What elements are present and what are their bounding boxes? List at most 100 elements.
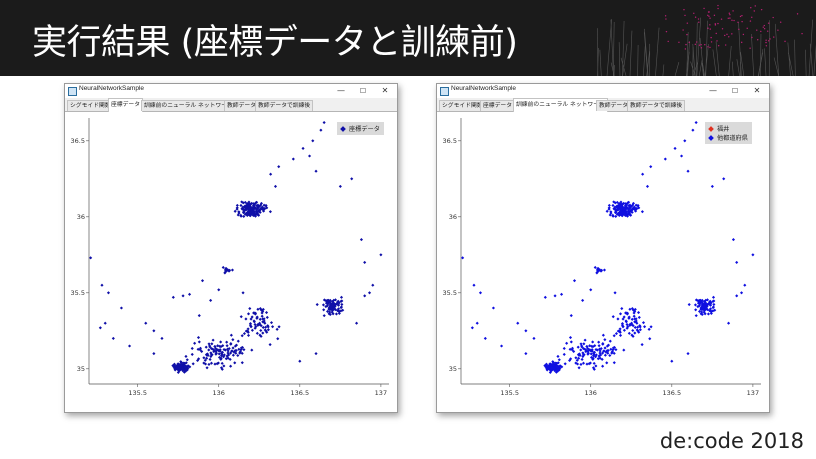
data-point: [363, 294, 367, 298]
data-point: [190, 352, 194, 356]
data-point: [663, 157, 667, 161]
data-point: [563, 362, 567, 366]
maximize-button[interactable]: ☐: [731, 87, 739, 95]
data-point: [604, 350, 608, 354]
scatter-chart: 135.5 136 136.5 137 35 35.5 36 36.5: [443, 118, 761, 397]
data-point: [160, 336, 164, 340]
data-point: [223, 268, 227, 272]
data-point: [614, 332, 618, 336]
y-tick-label: 36.5: [443, 137, 457, 145]
data-point: [574, 356, 578, 360]
data-point: [683, 139, 687, 143]
data-point: [216, 348, 220, 352]
data-point: [231, 346, 235, 350]
app-icon: [440, 87, 449, 96]
data-point: [597, 344, 601, 348]
data-point: [470, 326, 474, 330]
data-point: [271, 325, 275, 329]
data-point: [233, 361, 237, 365]
data-point: [111, 336, 115, 340]
data-point: [611, 315, 615, 319]
data-point: [622, 348, 626, 352]
tab-untrained-network[interactable]: 訓練前のニューラル ネットワーク: [141, 100, 236, 111]
close-button[interactable]: ✕: [381, 86, 389, 95]
data-point: [265, 315, 269, 319]
data-point: [598, 347, 602, 351]
data-point: [260, 314, 264, 318]
minimize-button[interactable]: —: [709, 86, 717, 95]
data-point: [187, 292, 192, 296]
data-point: [569, 314, 573, 318]
data-point: [264, 310, 269, 315]
data-point: [602, 268, 607, 272]
data-point: [185, 358, 189, 362]
data-point: [565, 341, 569, 345]
data-point: [579, 348, 583, 352]
tab-coordinate-data[interactable]: 座標データ: [480, 100, 515, 111]
window-titlebar[interactable]: NeuralNetworkSample — ☐ ✕: [437, 84, 769, 98]
data-point: [687, 302, 691, 307]
data-point: [171, 295, 175, 299]
data-point: [557, 358, 561, 362]
data-point: [608, 339, 612, 343]
data-point: [240, 334, 244, 338]
data-point: [231, 338, 235, 342]
data-point: [210, 342, 214, 346]
data-point: [679, 154, 684, 158]
data-point: [255, 212, 260, 217]
tab-trained-with-teacher[interactable]: 教師データで訓練後: [255, 100, 314, 111]
legend-entry: 座標データ: [340, 124, 380, 133]
data-point: [591, 340, 595, 344]
data-point: [261, 325, 265, 330]
data-point: [207, 342, 211, 346]
data-point: [217, 352, 221, 356]
data-point: [246, 327, 250, 331]
data-point: [710, 184, 714, 188]
data-point: [576, 345, 580, 349]
tab-sigmoid[interactable]: シグモイド関数: [439, 100, 486, 111]
data-point: [602, 349, 606, 353]
data-point: [704, 306, 708, 310]
data-point: [215, 362, 219, 366]
data-point: [196, 335, 201, 340]
data-point: [694, 308, 698, 312]
x-tick-label: 136.5: [663, 389, 682, 397]
window-titlebar[interactable]: NeuralNetworkSample — ☐ ✕: [65, 84, 397, 98]
data-point: [307, 154, 312, 158]
legend-marker: [708, 134, 714, 141]
tab-trained-with-teacher[interactable]: 教師データで訓練後: [627, 100, 686, 111]
data-point: [532, 336, 536, 340]
data-point: [244, 317, 248, 321]
data-point: [555, 365, 559, 369]
data-point: [708, 307, 713, 311]
data-point: [491, 306, 495, 310]
data-point: [579, 362, 583, 366]
x-tick-label: 136.5: [291, 389, 310, 397]
data-point: [268, 343, 272, 347]
maximize-button[interactable]: ☐: [359, 87, 367, 95]
tab-teacher-data[interactable]: 教師データ: [596, 100, 631, 111]
data-point: [620, 307, 624, 311]
data-point: [359, 238, 363, 242]
data-point: [562, 352, 566, 356]
data-point: [196, 347, 200, 351]
data-point: [603, 353, 607, 357]
x-tick-label: 135.5: [128, 389, 147, 397]
data-point: [239, 348, 243, 352]
data-point: [250, 315, 254, 319]
data-point: [144, 321, 148, 325]
tab-sigmoid[interactable]: シグモイド関数: [67, 100, 114, 111]
data-point: [548, 370, 552, 374]
data-point: [217, 288, 221, 292]
data-point: [631, 334, 635, 338]
tab-untrained-network[interactable]: 訓練前のニューラル ネットワーク: [513, 98, 608, 112]
data-point: [620, 202, 625, 206]
tab-coordinate-data[interactable]: 座標データ: [108, 98, 143, 112]
tab-teacher-data[interactable]: 教師データ: [224, 100, 259, 111]
data-point: [89, 256, 93, 260]
minimize-button[interactable]: —: [337, 86, 345, 95]
data-point: [321, 303, 326, 307]
data-point: [751, 253, 755, 257]
close-button[interactable]: ✕: [753, 86, 761, 95]
data-point: [355, 321, 359, 325]
